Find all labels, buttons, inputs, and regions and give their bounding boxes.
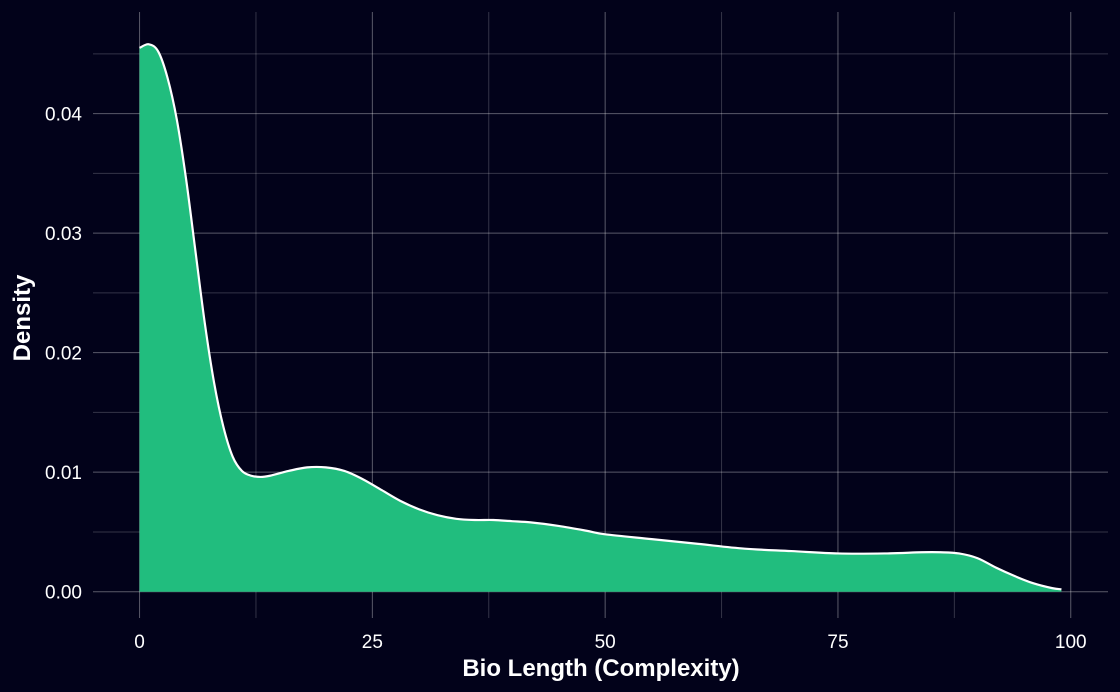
x-tick-label: 100: [1055, 632, 1087, 653]
y-tick-label: 0.00: [45, 583, 82, 604]
series-layer: [139, 43, 1062, 592]
grid-lines: [93, 12, 1108, 618]
x-axis-title: Bio Length (Complexity): [462, 655, 739, 682]
y-tick-label: 0.03: [45, 224, 82, 245]
y-tick-label: 0.04: [45, 105, 82, 126]
density-area: [139, 44, 1062, 592]
tick-labels: 0 25 50 75 100 0.00 0.01 0.02 0.03 0.04: [45, 105, 1087, 653]
x-tick-label: 25: [362, 632, 383, 653]
density-line: [139, 43, 1062, 591]
y-axis-title: Density: [9, 274, 36, 361]
x-tick-label: 50: [595, 632, 616, 653]
y-tick-label: 0.01: [45, 463, 82, 484]
x-tick-label: 0: [134, 632, 145, 653]
x-tick-label: 75: [827, 632, 848, 653]
y-tick-label: 0.02: [45, 344, 82, 365]
